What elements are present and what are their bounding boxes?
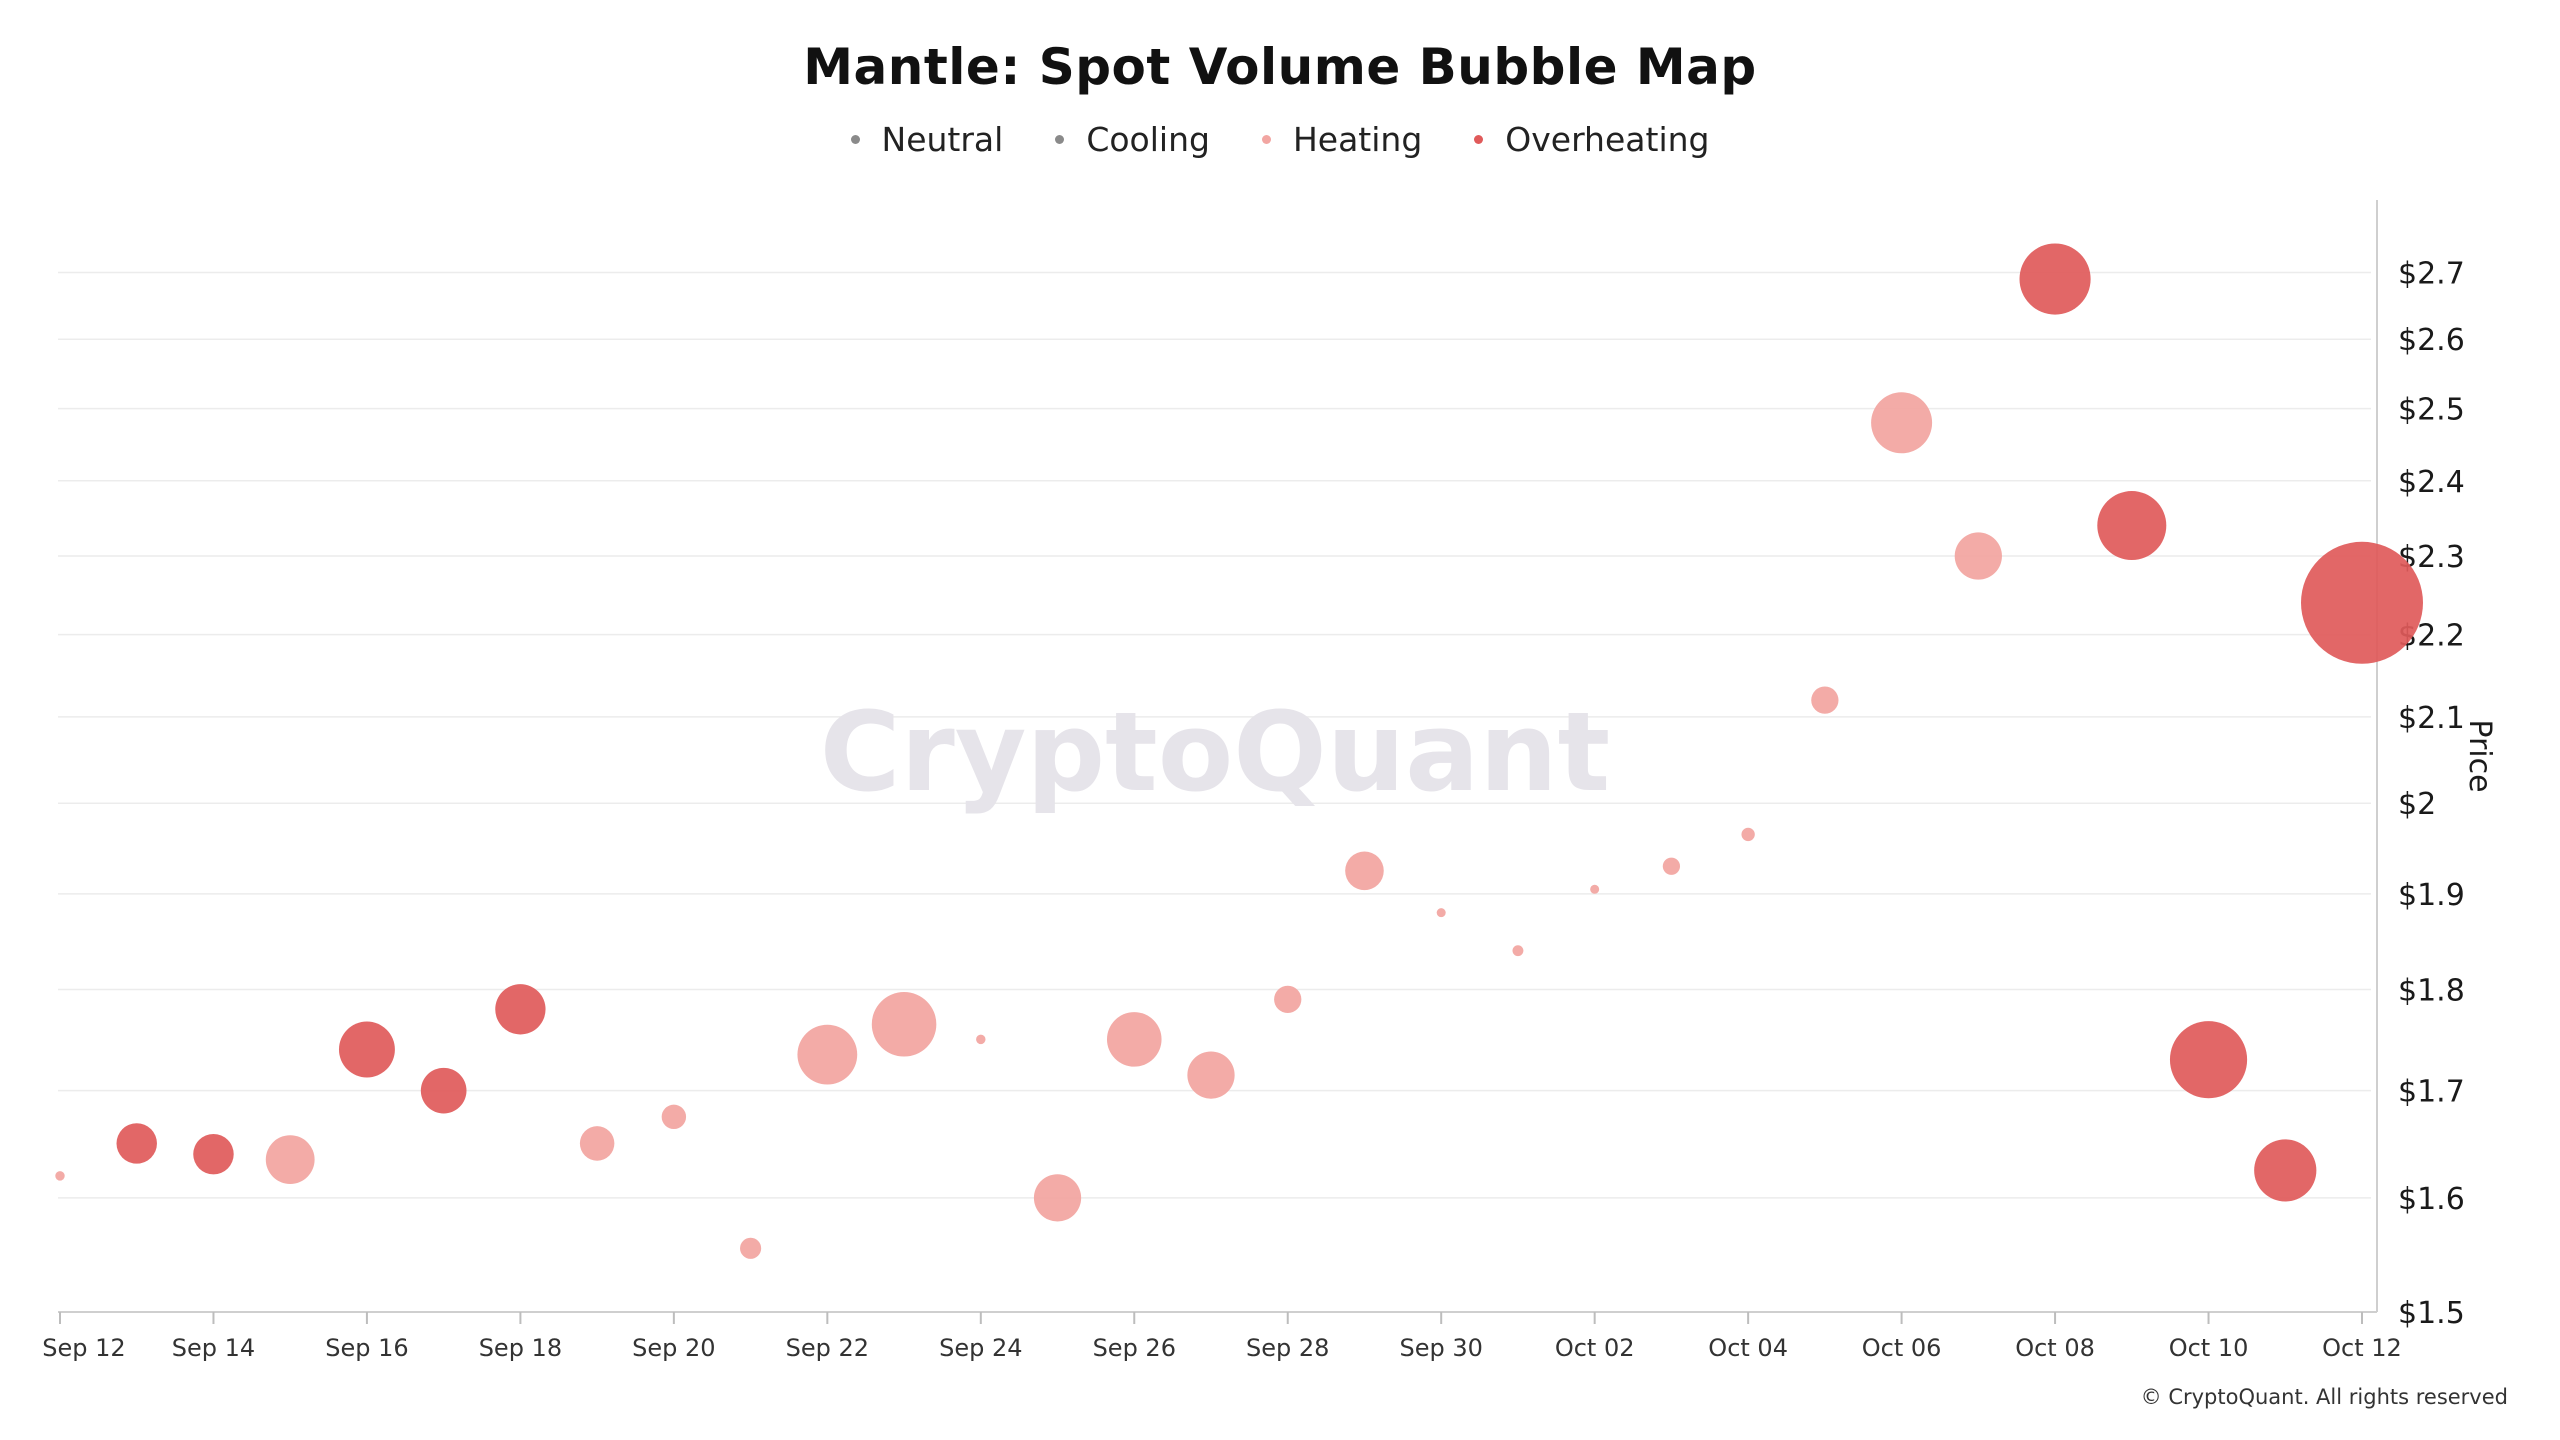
x-tick-label: Sep 30 [1399, 1334, 1482, 1362]
x-tick-label: Sep 20 [632, 1334, 715, 1362]
y-tick-label: $2.4 [2398, 465, 2465, 500]
bubble-point [1033, 1174, 1082, 1222]
bubble-point [1954, 532, 2002, 580]
bubble-point [2097, 491, 2167, 561]
legend-item-overheating[interactable]: Overheating [1474, 120, 1709, 159]
bubble-point [2019, 243, 2091, 315]
bubble-point [661, 1104, 687, 1130]
y-tick-label: $1.5 [2398, 1296, 2465, 1331]
legend-dot-cooling [1055, 135, 1065, 144]
y-tick-label: $2 [2398, 787, 2436, 822]
x-tick-label: Oct 12 [2322, 1334, 2402, 1362]
x-tick-label: Sep 12 [42, 1334, 125, 1362]
y-tick-label: $1.7 [2398, 1075, 2465, 1110]
x-tick-label: Oct 06 [1862, 1334, 1942, 1362]
legend-item-heating[interactable]: Heating [1261, 120, 1423, 159]
bubble-point [420, 1067, 467, 1114]
y-tick-label: $2.5 [2398, 393, 2465, 428]
legend-item-cooling[interactable]: Cooling [1055, 120, 1210, 159]
x-tick-label: Oct 08 [2015, 1334, 2095, 1362]
bubble-point [193, 1133, 234, 1175]
bubble-point [2301, 541, 2423, 664]
bubbles [55, 243, 2423, 1259]
legend-label-neutral: Neutral [881, 120, 1004, 159]
bubble-point [2169, 1021, 2248, 1099]
bubble-point [1187, 1051, 1235, 1099]
legend-item-neutral[interactable]: Neutral [850, 120, 1004, 159]
bubble-point [1811, 686, 1839, 714]
watermark: CryptoQuant [820, 688, 1611, 816]
bubble-point [1274, 985, 1302, 1014]
chart-title: Mantle: Spot Volume Bubble Map [803, 38, 1757, 96]
bubble-point [1512, 945, 1524, 957]
x-tick-label: Sep 28 [1246, 1334, 1329, 1362]
bubble-point [1345, 851, 1384, 891]
bubble-point [2254, 1139, 2317, 1202]
y-tick-label: $2.6 [2398, 323, 2465, 358]
bubble-point [116, 1123, 157, 1164]
bubble-point [1871, 392, 1933, 454]
y-tick-label: $1.6 [2398, 1182, 2465, 1217]
x-tick-label: Sep 22 [786, 1334, 869, 1362]
axes: $1.5$1.6$1.7$1.8$1.9$2$2.1$2.2$2.3$2.4$2… [42, 200, 2497, 1362]
legend-dot-overheating [1474, 135, 1484, 144]
copyright-notice: © CryptoQuant. All rights reserved [2140, 1385, 2508, 1409]
bubble-point [740, 1237, 762, 1259]
y-tick-label: $2.7 [2398, 256, 2465, 291]
y-axis-title: Price [2462, 719, 2497, 792]
bubble-point [265, 1135, 315, 1184]
bubble-point [1741, 827, 1755, 842]
x-tick-label: Oct 02 [1555, 1334, 1635, 1362]
bubble-point [871, 991, 937, 1057]
x-tick-label: Sep 18 [479, 1334, 562, 1362]
x-tick-label: Sep 16 [325, 1334, 408, 1362]
bubble-point [976, 1034, 986, 1045]
bubble-point [1106, 1012, 1162, 1067]
bubble-point [1436, 908, 1446, 918]
legend-label-heating: Heating [1292, 120, 1423, 159]
legend-dot-heating [1261, 135, 1271, 144]
bubble-point [495, 984, 546, 1035]
x-tick-label: Oct 10 [2169, 1334, 2249, 1362]
x-tick-label: Sep 14 [172, 1334, 255, 1362]
y-tick-label: $1.9 [2398, 878, 2465, 913]
legend-dot-neutral [850, 135, 860, 144]
bubble-point [1662, 857, 1681, 875]
bubble-point [797, 1024, 858, 1085]
y-tick-label: $2.1 [2398, 701, 2465, 736]
chart-legend: Neutral Cooling Heating Overheating [0, 120, 2560, 159]
legend-label-cooling: Cooling [1086, 120, 1210, 159]
legend-label-overheating: Overheating [1505, 120, 1710, 159]
x-tick-label: Sep 24 [939, 1334, 1022, 1362]
bubble-point [579, 1126, 615, 1161]
x-tick-label: Oct 04 [1708, 1334, 1788, 1362]
bubble-point [55, 1171, 65, 1181]
x-tick-label: Sep 26 [1093, 1334, 1176, 1362]
y-tick-label: $1.8 [2398, 974, 2465, 1009]
bubble-point [1590, 884, 1600, 894]
bubble-point [338, 1021, 395, 1078]
